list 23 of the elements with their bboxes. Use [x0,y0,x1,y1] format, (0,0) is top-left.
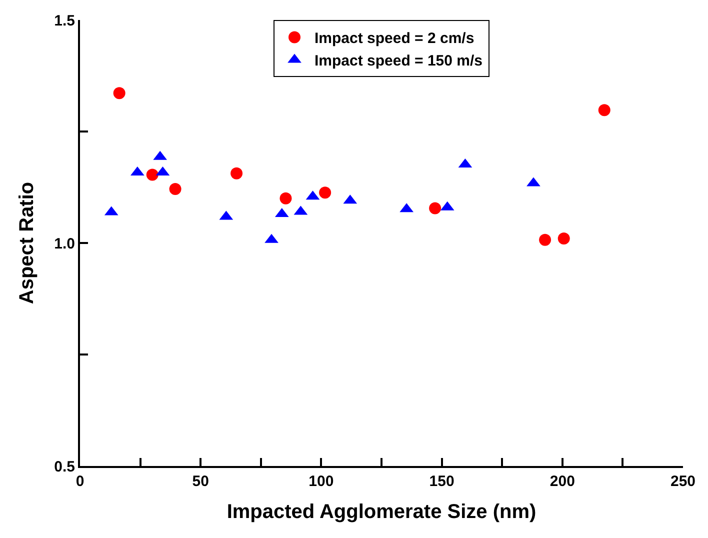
point [113,87,126,100]
x-tick-label: 50 [192,473,209,490]
y-axis-title: Aspect Ratio [16,182,38,304]
point [169,183,182,196]
legend-label: Impact speed = 2 cm/s [314,30,474,48]
point [146,168,158,181]
y-tick-label: 0.5 [54,458,75,476]
point [598,104,610,116]
y-tick-label: 1.0 [54,235,75,252]
legend-label: Impact speed = 150 m/s [314,52,483,70]
point [280,192,292,204]
point [319,186,332,199]
x-tick-label: 150 [429,473,454,490]
point [230,167,243,180]
x-axis-title: Impacted Agglomerate Size (nm) [226,501,536,523]
y-tick-label: 1.5 [54,12,75,30]
point [558,232,570,245]
x-tick-label: 0 [76,473,84,490]
x-tick-label: 100 [308,473,334,490]
x-tick-label: 250 [670,473,696,490]
x-tick-label: 200 [550,473,575,490]
point [429,202,442,214]
point [539,234,552,246]
